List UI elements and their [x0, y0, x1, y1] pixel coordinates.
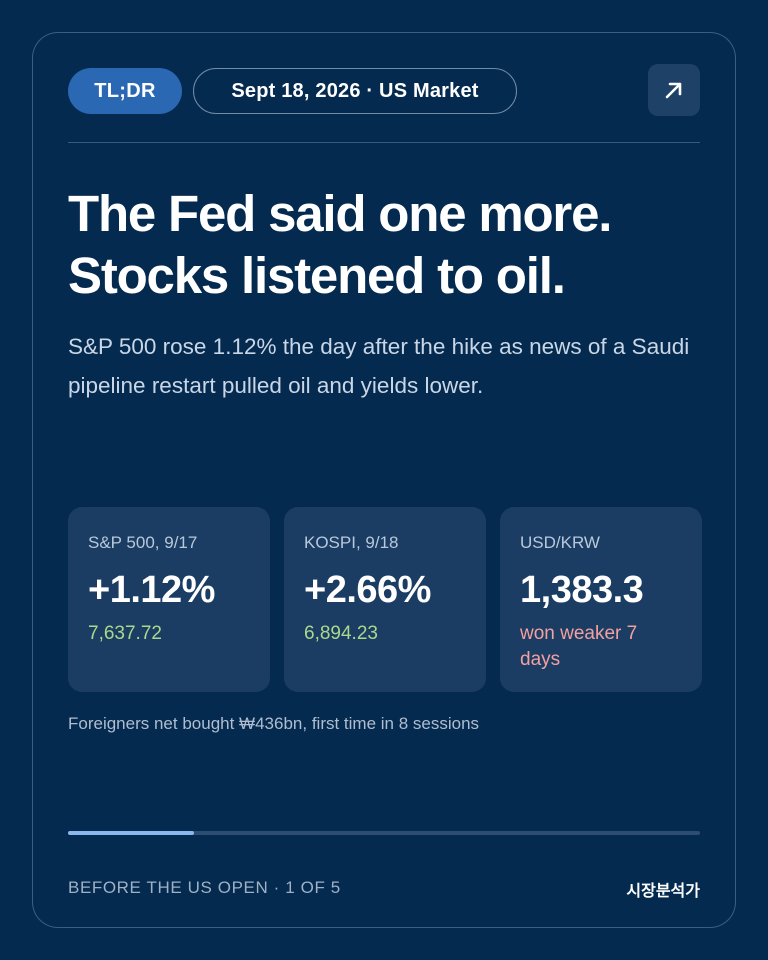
summary-text: S&P 500 rose 1.12% the day after the hik… — [68, 334, 690, 398]
story-card: TL;DR Sept 18, 2026 · US Market The Fed … — [32, 32, 736, 928]
stat-label: USD/KRW — [520, 533, 600, 552]
stat-card-usdkrw: USD/KRW 1,383.3 won weaker 7 days — [500, 507, 702, 692]
header-divider — [68, 142, 700, 143]
open-story-button[interactable] — [648, 64, 700, 116]
stats-row: S&P 500, 9/17 +1.12% 7,637.72 KOSPI, 9/1… — [68, 507, 702, 692]
card-header: TL;DR Sept 18, 2026 · US Market — [68, 64, 700, 116]
stat-label: KOSPI, 9/18 — [304, 533, 399, 552]
stat-card-sp500: S&P 500, 9/17 +1.12% 7,637.72 — [68, 507, 270, 692]
headline: The Fed said one more. Stocks listened t… — [68, 183, 708, 307]
footnote: Foreigners net bought ₩436bn, first time… — [68, 714, 480, 733]
stat-label: S&P 500, 9/17 — [88, 533, 198, 552]
arrow-up-right-icon — [665, 82, 682, 99]
story-progress-bar — [68, 831, 700, 835]
headline-line-2: Stocks listened to oil. — [68, 247, 566, 304]
headline-line-1: The Fed said one more. — [68, 185, 612, 242]
date-market-pill: Sept 18, 2026 · US Market — [193, 68, 517, 114]
stat-note: 7,637.72 — [88, 623, 162, 644]
stat-card-kospi: KOSPI, 9/18 +2.66% 6,894.23 — [284, 507, 486, 692]
story-progress-fill — [68, 831, 195, 835]
stat-value: +2.66% — [304, 569, 431, 611]
stat-value: +1.12% — [88, 569, 215, 611]
tldr-tag: TL;DR — [68, 68, 182, 114]
section-counter: BEFORE THE US OPEN · 1 OF 5 — [68, 878, 341, 897]
stat-note: 6,894.23 — [304, 623, 378, 644]
stat-note: won weaker 7 days — [520, 623, 638, 670]
stat-value: 1,383.3 — [520, 569, 644, 611]
brand-name: 시장분석가 — [626, 881, 700, 900]
